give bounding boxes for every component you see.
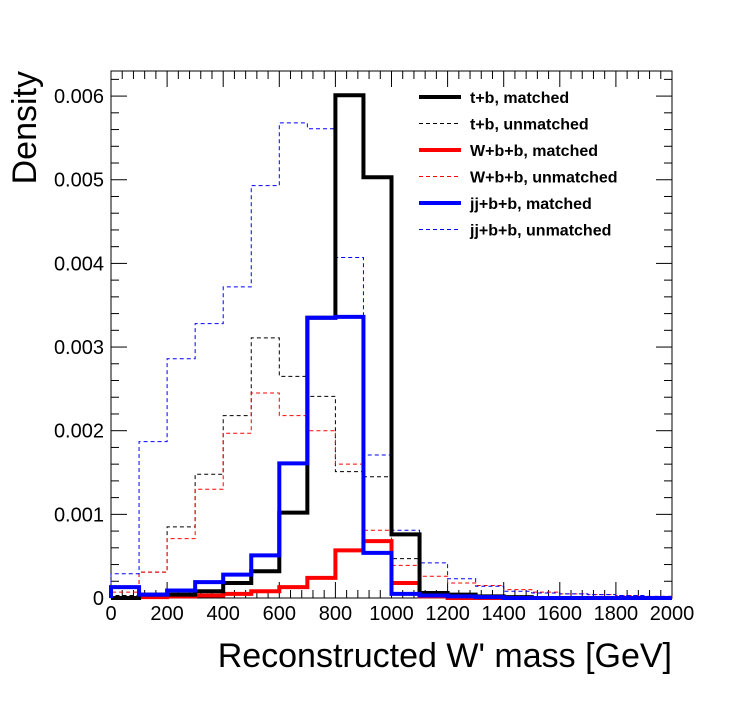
y-axis-title: Density [6, 71, 44, 184]
x-tick-label: 1800 [594, 603, 639, 625]
y-tick-label: 0.004 [54, 253, 104, 275]
series-line-4 [109, 314, 672, 600]
legend-label-5: jj+b+b, unmatched [469, 223, 611, 240]
x-tick-label: 800 [319, 603, 352, 625]
legend-label-0: t+b, matched [470, 90, 569, 107]
x-tick-label: 600 [263, 603, 296, 625]
y-tick-label: 0.006 [54, 86, 104, 108]
x-tick-label: 1400 [481, 603, 526, 625]
series-line-5 [110, 122, 673, 598]
y-tick-label: 0 [93, 588, 104, 610]
x-tick-label: 1000 [369, 603, 414, 625]
x-tick-label: 1600 [538, 603, 583, 625]
y-tick-label: 0.003 [54, 337, 104, 359]
x-tick-label: 1200 [425, 603, 470, 625]
series-line-1 [110, 337, 672, 599]
legend-label-3: W+b+b, unmatched [470, 170, 618, 187]
x-tick-label: 400 [207, 603, 240, 625]
x-tick-label: 2000 [650, 603, 695, 625]
legend-label-4: jj+b+b, matched [469, 196, 592, 213]
legend-label-2: W+b+b, matched [470, 143, 598, 160]
y-tick-label: 0.005 [54, 170, 104, 192]
y-tick-label: 0.002 [54, 421, 104, 443]
legend: t+b, matched t+b, unmatched W+b+b, matched… [419, 90, 618, 240]
y-tick-label: 0.001 [54, 504, 104, 526]
x-axis-title: Reconstructed W' mass [GeV] [218, 637, 672, 675]
x-tick-label: 0 [105, 603, 116, 625]
legend-label-1: t+b, unmatched [470, 117, 589, 134]
x-tick-label: 200 [150, 603, 183, 625]
